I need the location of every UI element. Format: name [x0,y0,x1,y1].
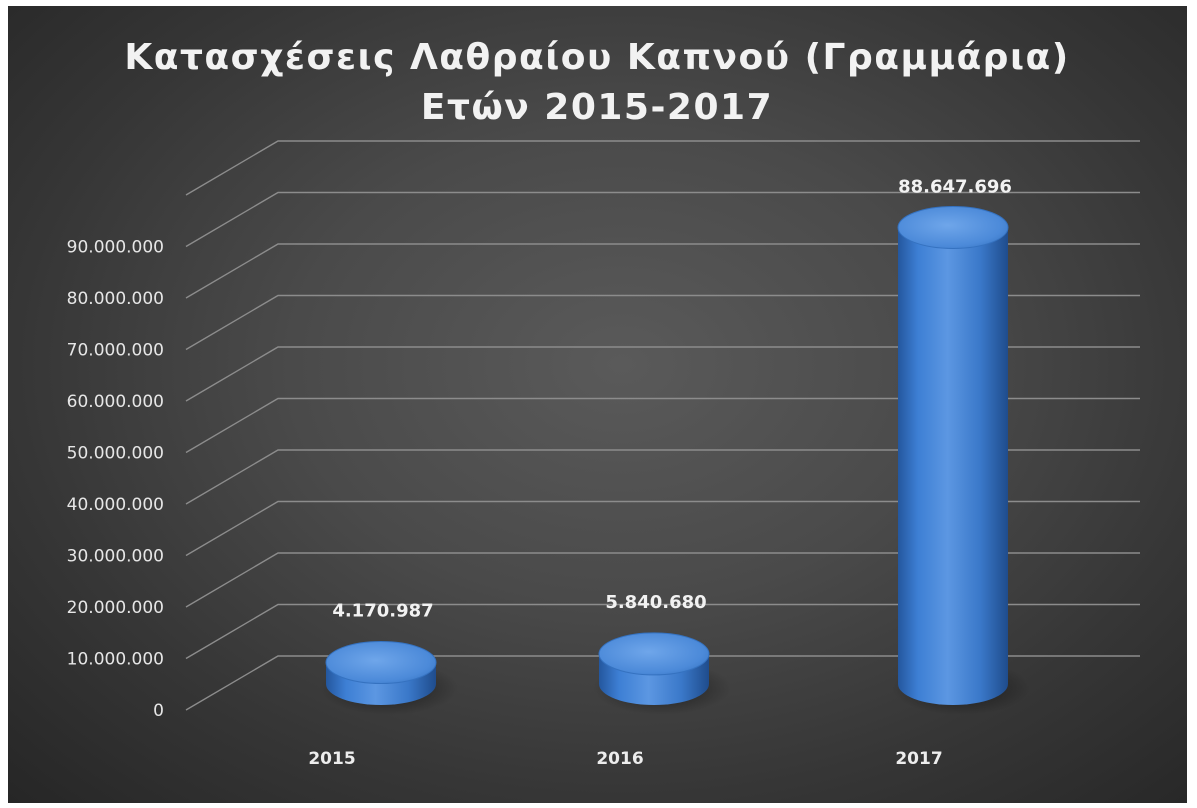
data-label: 88.647.696 [898,176,1012,197]
chart-area: Κατασχέσεις Λαθραίου Καπνού (Γραμμάρια) … [8,6,1187,803]
bar-body [898,227,1008,706]
y-tick-label: 90.000.000 [67,238,164,258]
y-tick-label: 40.000.000 [67,495,164,515]
bar-top [897,205,1009,249]
y-axis-ticks: 0 10.000.000 20.000.000 30.000.000 40.000.00… [67,238,164,722]
gridline [185,655,1140,711]
y-tick-label: 0 [153,701,164,721]
y-tick-label: 60.000.000 [67,392,164,412]
y-tick-label: 30.000.000 [67,547,164,567]
bar-2017 [892,205,1030,715]
bar-2016 [593,632,731,715]
gridline [185,500,1140,557]
gridline [185,552,1140,608]
chart-subtitle: Ετών 2015-2017 [421,87,773,128]
bar-chart: Κατασχέσεις Λαθραίου Καπνού (Γραμμάρια) … [67,37,1140,769]
bar-top [325,641,437,685]
gridline [185,397,1140,454]
chart-title: Κατασχέσεις Λαθραίου Καπνού (Γραμμάρια) [124,37,1069,78]
gridline [185,346,1140,402]
y-tick-label: 20.000.000 [67,598,164,618]
y-tick-label: 10.000.000 [67,650,164,670]
gridline [185,191,1140,248]
bars [320,205,1030,715]
gridlines [185,140,1140,711]
x-axis-categories: 2015 2016 2017 [308,749,942,769]
gridline [185,449,1140,505]
category-label: 2017 [895,749,942,769]
data-label: 4.170.987 [332,601,433,622]
bar-2015 [320,641,458,715]
gridline [185,243,1140,299]
y-tick-label: 50.000.000 [67,444,164,464]
data-label: 5.840.680 [605,592,706,613]
y-tick-label: 70.000.000 [67,341,164,361]
category-label: 2016 [596,749,643,769]
bar-top [598,632,710,676]
y-tick-label: 80.000.000 [67,289,164,309]
data-labels: 4.170.987 5.840.680 88.647.696 [332,176,1012,621]
gridline [185,294,1140,351]
gridline [185,140,1140,196]
category-label: 2015 [308,749,355,769]
gridline [185,603,1140,660]
